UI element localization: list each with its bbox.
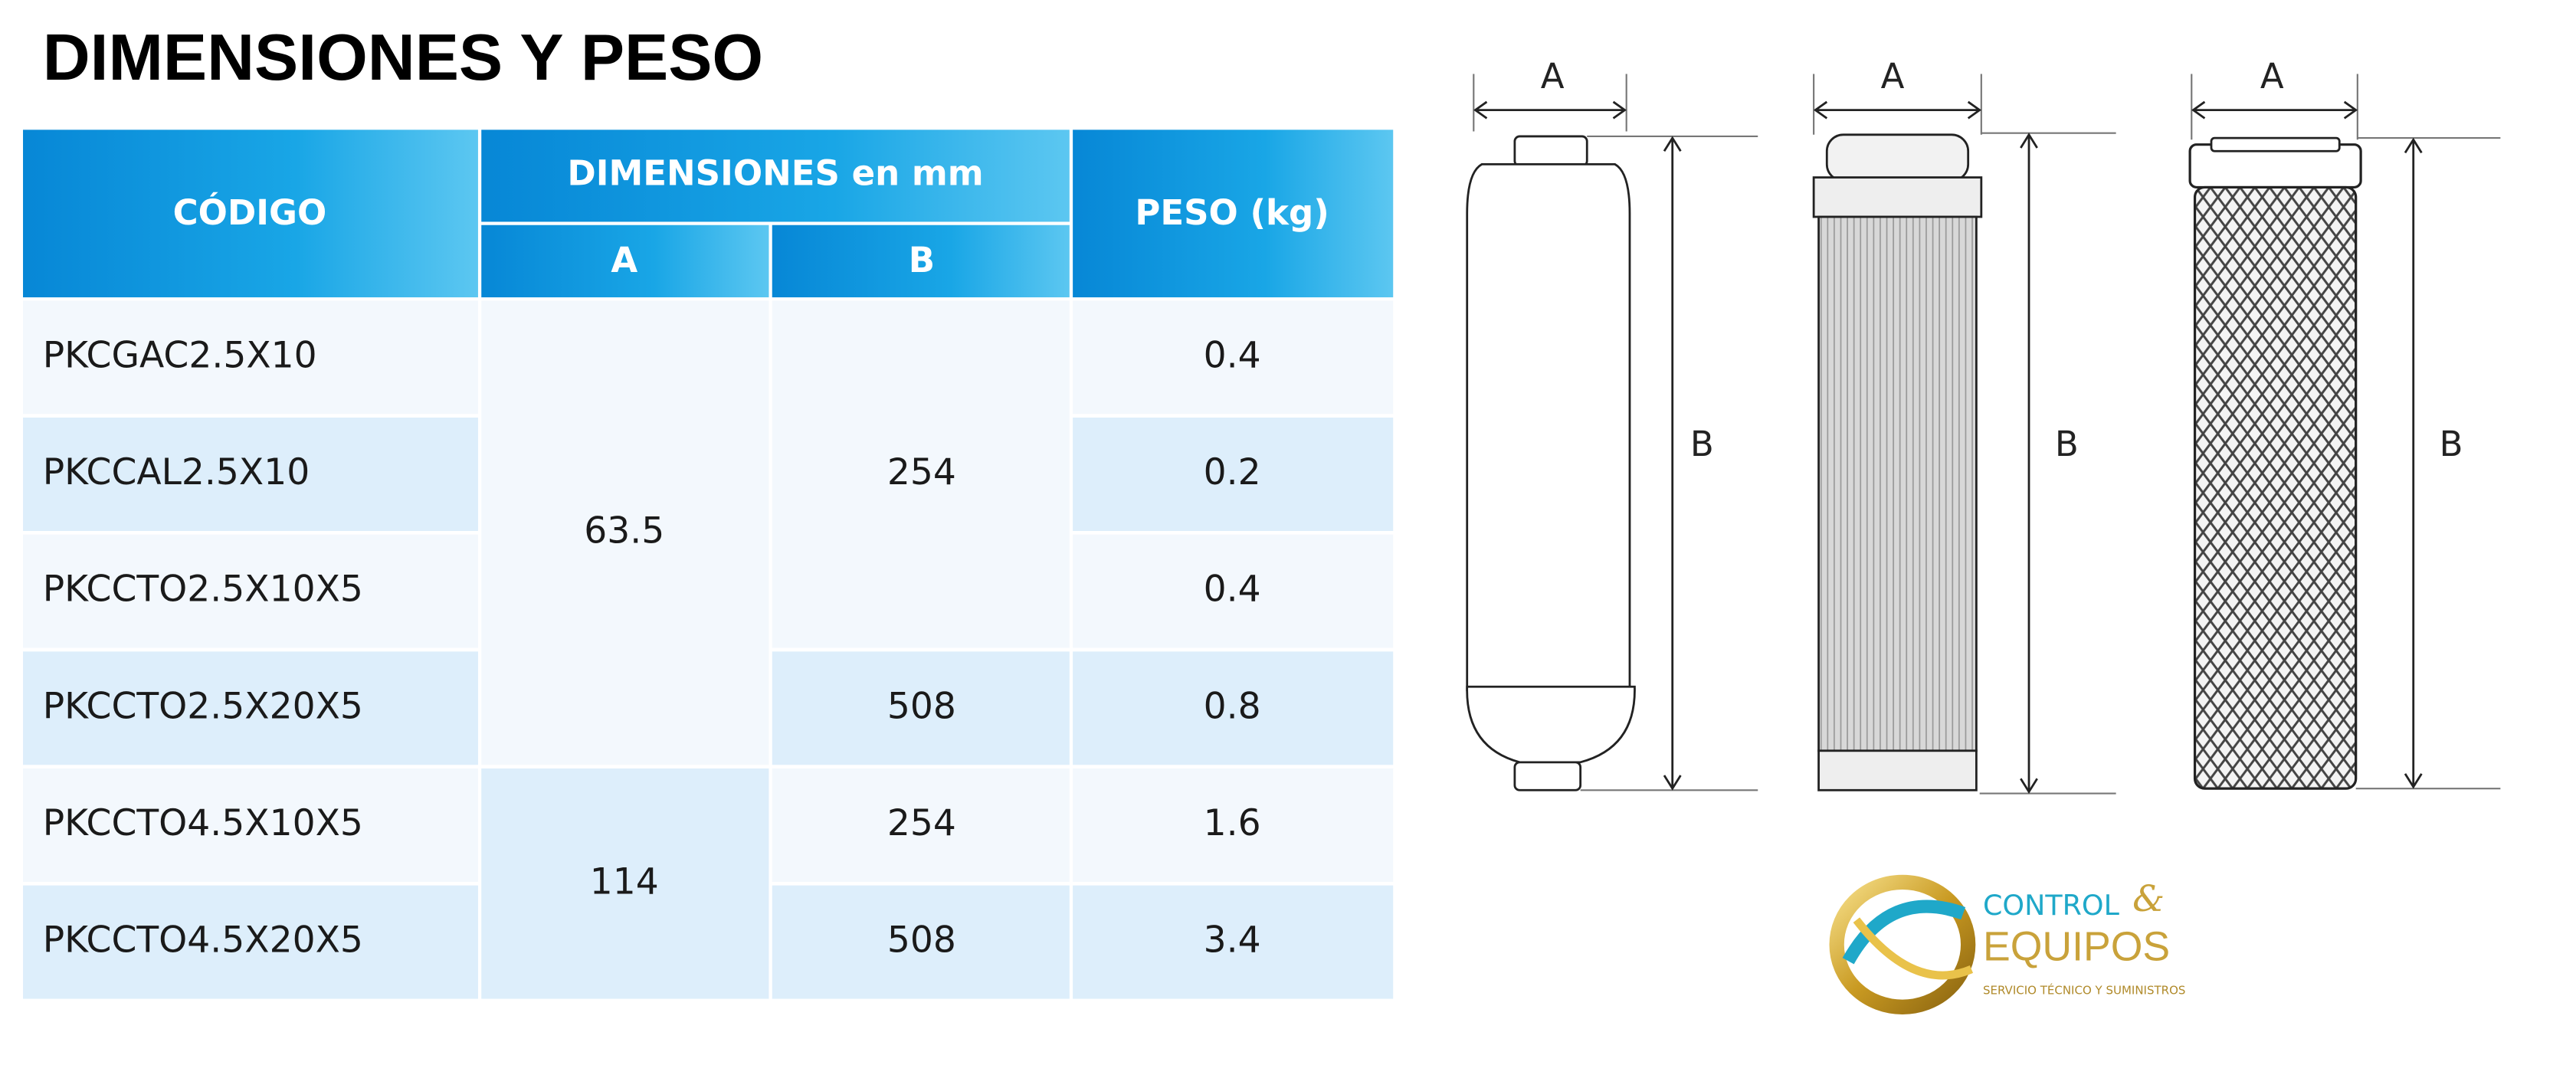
cell bbox=[1073, 651, 1394, 765]
header-text: PESO (kg) bbox=[1135, 192, 1329, 233]
cell bbox=[1073, 534, 1394, 648]
logo-text: CONTROL bbox=[1983, 889, 2120, 922]
b-cell: 254 bbox=[887, 802, 956, 844]
code-cell: PKCCTO2.5X20X5 bbox=[43, 685, 363, 727]
cell bbox=[23, 768, 478, 882]
code-cell: PKCCTO4.5X10X5 bbox=[43, 802, 363, 844]
b-cell: 508 bbox=[887, 685, 956, 727]
table-body: PKCGAC2.5X10 0.4 PKCCAL2.5X10 0.2 PKCCTO2.5X… bbox=[23, 300, 1394, 999]
cell bbox=[23, 885, 478, 999]
cell bbox=[23, 651, 478, 765]
cell bbox=[772, 768, 1070, 882]
dimension-label: B bbox=[2055, 424, 2079, 464]
dimension-label: B bbox=[2440, 424, 2463, 464]
cell bbox=[1073, 885, 1394, 999]
logo-tagline: SERVICIO TÉCNICO Y SUMINISTROS bbox=[1983, 982, 2185, 997]
weight-cell: 3.4 bbox=[1204, 919, 1261, 962]
code-cell: PKCCTO4.5X20X5 bbox=[43, 919, 363, 962]
cell bbox=[772, 885, 1070, 999]
dimension-label: B bbox=[1690, 424, 1714, 464]
header-cell bbox=[481, 224, 769, 298]
header-cell bbox=[772, 224, 1070, 298]
cell bbox=[772, 300, 1070, 648]
table: CÓDIGO DIMENSIONES en mm A B PESO (kg) P… bbox=[23, 129, 1394, 999]
weight-cell: 0.4 bbox=[1204, 334, 1261, 376]
b-cell: 254 bbox=[887, 451, 956, 493]
code-cell: PKCCAL2.5X10 bbox=[43, 451, 310, 493]
weight-cell: 0.2 bbox=[1204, 451, 1261, 493]
code-cell: PKCCTO2.5X10X5 bbox=[43, 569, 363, 611]
logo: CONTROL & EQUIPOS SERVICIO TÉCNICO Y SUM… bbox=[1829, 874, 2185, 1014]
cell bbox=[23, 418, 478, 531]
weight-cell: 0.4 bbox=[1204, 569, 1261, 611]
title: DIMENSIONES Y PESO bbox=[43, 21, 763, 94]
cell bbox=[772, 651, 1070, 765]
dimension-label: A bbox=[2260, 56, 2284, 97]
cell bbox=[481, 768, 769, 999]
a-cell: 114 bbox=[590, 860, 659, 903]
header-cell bbox=[1073, 129, 1394, 298]
cell bbox=[1073, 418, 1394, 531]
header-text: DIMENSIONES en mm bbox=[567, 152, 983, 193]
a-cell: 63.5 bbox=[584, 510, 664, 552]
filter-diagram: A B bbox=[2188, 56, 2501, 790]
cell bbox=[23, 300, 478, 415]
b-cell: 508 bbox=[887, 919, 956, 962]
code-cell: PKCGAC2.5X10 bbox=[43, 334, 317, 376]
header-cell bbox=[481, 129, 1070, 222]
cell bbox=[1073, 768, 1394, 882]
dimension-label: A bbox=[1541, 56, 1565, 97]
header-cell bbox=[23, 129, 478, 298]
header-text: CÓDIGO bbox=[173, 192, 327, 233]
cell bbox=[481, 300, 769, 765]
weight-cell: 1.6 bbox=[1204, 802, 1261, 844]
header-text: A bbox=[611, 240, 637, 280]
cell bbox=[1073, 300, 1394, 415]
weight-cell: 0.8 bbox=[1204, 685, 1261, 727]
cell bbox=[23, 534, 478, 648]
dimension-label: A bbox=[1881, 56, 1905, 97]
logo-text: & bbox=[2132, 878, 2165, 920]
filter-diagram: A B bbox=[1812, 56, 2116, 795]
logo-text: EQUIPOS bbox=[1983, 923, 2170, 969]
header-text: B bbox=[909, 240, 935, 280]
filter-diagram: A B bbox=[1466, 56, 1758, 791]
